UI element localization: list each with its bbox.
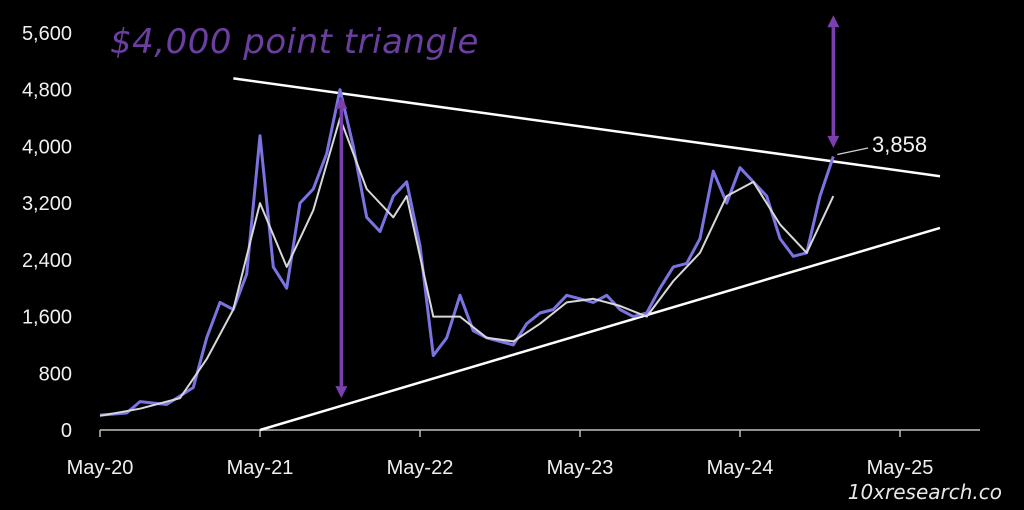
y-tick-label: 3,200: [22, 193, 72, 215]
arrow-head-up: [827, 15, 840, 28]
trendlines: [233, 77, 941, 432]
price-callout: 3,858: [872, 132, 928, 157]
axes: [99, 429, 980, 437]
x-tick-label: May-21: [227, 457, 294, 479]
y-tick-label: 2,400: [22, 250, 72, 272]
y-tick-label: 4,000: [22, 136, 72, 158]
y-tick-label: 0: [61, 420, 72, 442]
trendline: [233, 77, 941, 178]
y-tick-label: 5,600: [22, 23, 72, 45]
arrow-head-up: [335, 96, 348, 109]
x-tick-label: May-24: [707, 457, 774, 479]
arrows: [335, 15, 869, 399]
series-lines: [99, 88, 835, 417]
y-tick-label: 800: [39, 363, 72, 385]
tick-labels: 0 800 1,600 2,400 3,200 4,000 4,800 5,600 May-20…: [22, 23, 933, 479]
y-tick-label: 4,800: [22, 80, 72, 102]
moving-average-line: [99, 117, 835, 417]
arrow-head-down: [827, 135, 840, 148]
price-line: [99, 88, 835, 417]
x-tick-label: May-23: [547, 457, 614, 479]
x-tick-label: May-22: [387, 457, 454, 479]
callout-leader: [837, 147, 869, 156]
x-tick-label: May-20: [67, 457, 134, 479]
trendline: [259, 226, 941, 432]
arrow-head-down: [335, 386, 348, 399]
x-tick-label: May-25: [867, 457, 934, 479]
y-tick-label: 1,600: [22, 307, 72, 329]
watermark: 10xresearch.co: [847, 480, 1002, 504]
chart-title: $4,000 point triangle: [110, 22, 479, 62]
